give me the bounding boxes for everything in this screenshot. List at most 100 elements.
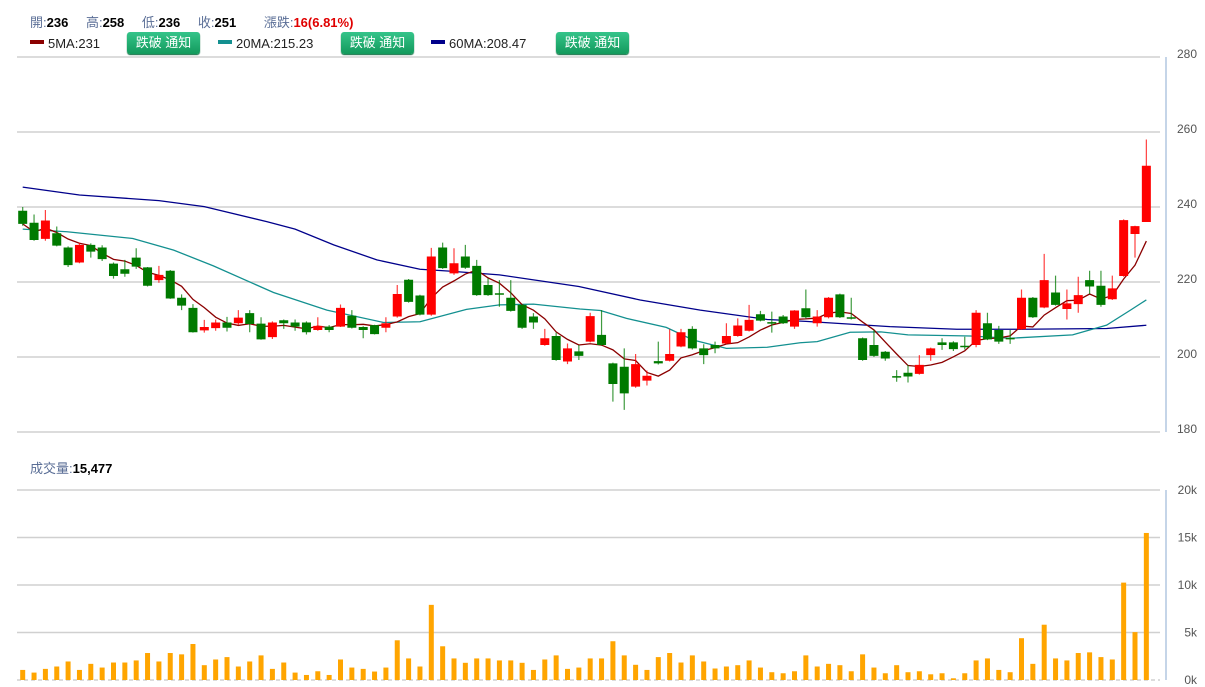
legend-label-5ma: 5MA:231 [48,36,101,51]
volume-bar [871,667,877,680]
candle-down [960,345,970,348]
candle-up [1119,220,1129,276]
volume-bar [428,604,434,680]
volume-value: 15,477 [72,461,113,476]
candle-up [971,312,981,345]
candle-down [472,265,482,296]
volume-bar [1019,638,1024,680]
volume-bar [292,672,298,680]
volume-bar [1087,652,1093,680]
volume-bar [1030,663,1036,680]
volume-bar [916,671,922,680]
volume-bar [190,643,196,680]
volume-bar [54,666,60,680]
candle-up [1062,303,1072,309]
volume-bar [122,662,128,680]
candle-down [245,313,255,324]
volume-bar [281,662,287,680]
volume-bar [928,674,934,680]
volume-bar [939,673,945,680]
5ma-break-alert-button[interactable]: 跌破 通知 [127,32,200,54]
candle-down [608,363,618,384]
close-value: 251 [214,15,237,30]
volume-bar [735,665,741,680]
legend-label-20ma: 20MA:215.23 [236,36,314,51]
candle-down [165,270,175,299]
volume-bar [837,665,843,680]
legend-swatch-5ma [30,39,44,44]
candle-up [1130,226,1140,234]
candle-up [563,348,572,362]
volume-bar [1075,653,1081,680]
candle-up [313,325,323,330]
candle-down [279,320,289,324]
legend-20ma: 20MA:215.23 [218,36,313,51]
ma60-line [22,186,1147,330]
volume-bar [1064,660,1070,680]
open-label: 開: [30,15,47,30]
candle-up [631,364,641,387]
volume-bar [621,655,627,680]
volume-bar [42,668,48,680]
volume-bar [553,655,559,680]
volume-bar [996,669,1002,680]
volume-bar [269,668,275,680]
volume-bar [894,665,900,680]
volume-bar [1143,532,1149,680]
candle-up [812,316,822,324]
candle-down [52,233,62,246]
candle-up [199,327,209,331]
candle-up [790,310,799,327]
volume-bar [179,654,185,680]
candle-up [721,336,731,344]
volume-bar [224,657,230,680]
volume-bar [258,655,264,680]
volume-bar [213,659,219,680]
candle-up [392,294,402,317]
volume-bar [417,666,423,680]
volume-bar [1121,582,1127,680]
60ma-break-alert-button[interactable]: 跌破 通知 [556,32,629,54]
volume-bar [247,661,253,680]
candle-down [494,293,504,295]
candle-up [665,354,675,361]
candle-down [177,297,187,306]
candle-down [551,336,561,360]
candle-down [937,342,947,345]
candle-up [1017,297,1026,330]
candle-down [948,342,958,350]
volume-bar [451,658,457,680]
change-value: 16(6.81%) [293,15,354,30]
candle-up [642,375,652,381]
ma5-line [22,223,1147,377]
candle-up [744,319,754,331]
volume-bar [31,672,37,680]
candle-down [131,257,141,267]
legend-5ma: 5MA:231 [30,36,100,51]
volume-bar [565,668,570,680]
candle-down [63,247,73,266]
volume-bar [814,666,820,680]
volume-axis-tick-label: 20k [1178,483,1198,497]
candle-down [892,376,902,378]
20ma-break-alert-button[interactable]: 跌破 通知 [341,32,414,54]
volume-bar [485,658,491,680]
close-label: 收: [197,15,215,30]
candle-down [222,322,232,328]
volume-bar [1109,659,1115,680]
low-value: 236 [158,15,181,30]
candle-down [1096,285,1106,305]
price-axis-tick-label: 220 [1177,272,1197,286]
candle-down [143,267,153,286]
volume-bar [474,658,480,680]
volume-bar [508,660,514,680]
legend-label-60ma: 60MA:208.47 [449,36,527,51]
volume-bar [701,661,707,680]
price-axis-tick-label: 180 [1177,422,1197,436]
volume-bar [349,667,355,680]
volume-bar [1132,632,1138,680]
volume-bar [599,658,605,680]
volume-bar [462,662,468,680]
volume-axis-tick-label: 5k [1184,626,1198,640]
volume-bar [519,662,525,680]
